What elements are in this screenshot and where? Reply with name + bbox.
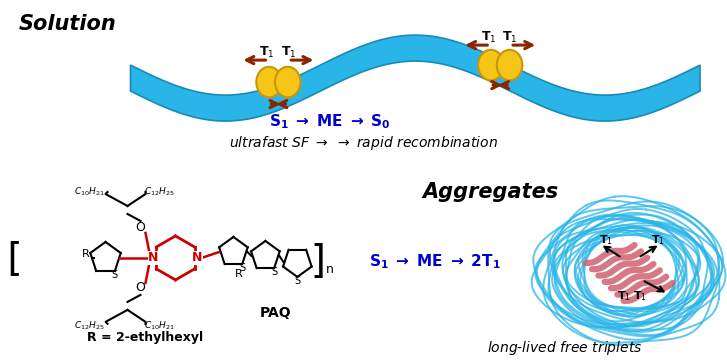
Text: $C_{12}H_{25}$: $C_{12}H_{25}$ [144,186,175,198]
Ellipse shape [257,67,282,97]
Text: R: R [81,249,89,259]
Text: T$_1$: T$_1$ [633,289,647,303]
Text: S: S [271,267,277,277]
Text: S: S [112,270,118,280]
Text: $C_{12}H_{25}$: $C_{12}H_{25}$ [74,319,105,332]
Ellipse shape [478,50,504,81]
Text: T$_1$: T$_1$ [481,30,496,45]
Text: $\mathit{ultrafast\ SF\ \rightarrow\ \rightarrow\ rapid\ recombination}$: $\mathit{ultrafast\ SF\ \rightarrow\ \ri… [229,134,498,152]
Text: R: R [235,269,242,279]
Text: T$_1$: T$_1$ [281,44,296,60]
Text: O: O [135,282,145,295]
Text: T$_1$: T$_1$ [259,44,274,60]
Text: $\mathbf{S_1}$$\mathbf{\ \rightarrow\ ME\ \rightarrow\ S_0}$: $\mathbf{S_1}$$\mathbf{\ \rightarrow\ ME… [270,113,391,131]
Text: O: O [135,221,145,234]
Text: S: S [239,263,245,273]
Ellipse shape [497,50,522,81]
Text: T$_1$: T$_1$ [617,289,631,303]
Text: N: N [192,251,203,265]
Text: S: S [294,276,300,286]
Text: Aggregates: Aggregates [422,182,558,202]
Text: T$_1$: T$_1$ [599,233,613,247]
Text: ]: ] [308,243,331,281]
Ellipse shape [275,67,300,97]
Text: [: [ [1,241,24,279]
Text: $C_{10}H_{21}$: $C_{10}H_{21}$ [144,319,175,332]
Polygon shape [131,35,700,121]
Text: T$_1$: T$_1$ [651,233,665,247]
Text: R = 2-ethylhexyl: R = 2-ethylhexyl [87,331,204,344]
Text: PAQ: PAQ [260,306,292,320]
Text: n: n [326,264,333,277]
Text: $C_{10}H_{21}$: $C_{10}H_{21}$ [74,186,105,198]
Text: N: N [148,251,158,265]
Text: T$_1$: T$_1$ [502,30,518,45]
Text: Solution: Solution [19,14,116,34]
Text: $\mathit{long}$-$\mathit{lived\ free\ triplets}$: $\mathit{long}$-$\mathit{lived\ free\ tr… [487,339,643,357]
Text: $\mathbf{S_1\ \rightarrow\ ME\ \rightarrow\ 2T_1}$: $\mathbf{S_1\ \rightarrow\ ME\ \rightarr… [369,253,501,271]
